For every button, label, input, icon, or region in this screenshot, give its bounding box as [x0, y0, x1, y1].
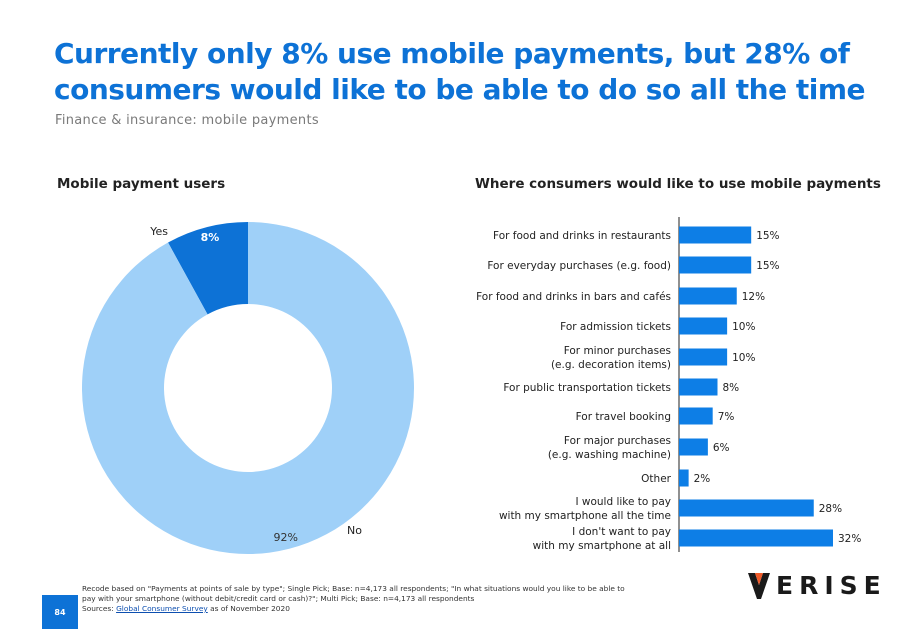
bar-category-label-3-0: For admission tickets	[560, 321, 671, 333]
bar-value-label-5: 8%	[723, 382, 740, 394]
everise-logo: ERISE	[748, 571, 887, 600]
donut-label-no: No	[347, 524, 362, 537]
bar-5	[679, 378, 718, 396]
bar-8	[679, 469, 689, 487]
bar-category-label-8-0: Other	[641, 473, 671, 485]
bar-category-label-4-0: For minor purchases	[564, 345, 671, 357]
page-subtitle: Finance & insurance: mobile payments	[55, 113, 319, 128]
page-number: 84	[42, 595, 78, 629]
bar-category-label-9-1: with my smartphone all the time	[499, 510, 671, 522]
bar-value-label-2: 12%	[742, 291, 765, 303]
donut-slice-yes	[168, 222, 248, 315]
bar-3	[679, 317, 728, 335]
bar-2	[679, 287, 737, 305]
logo-v-icon	[748, 572, 770, 599]
donut-slice-no	[82, 222, 414, 554]
donut-chart-title: Mobile payment users	[57, 176, 226, 192]
donut-value-yes: 8%	[201, 231, 220, 244]
bar-category-label-9-0: I would like to pay	[575, 496, 671, 508]
bar-value-label-4: 10%	[732, 352, 755, 364]
bar-category-label-4-1: (e.g. decoration items)	[551, 359, 671, 371]
bar-value-label-9: 28%	[819, 503, 842, 515]
bar-value-label-8: 2%	[694, 473, 711, 485]
bar-value-label-6: 7%	[718, 411, 735, 423]
donut-label-yes: Yes	[149, 225, 168, 238]
bar-value-label-1: 15%	[756, 260, 779, 272]
footnote-sources: Sources: Global Consumer Survey as of No…	[82, 604, 712, 614]
bar-category-label-10-0: I don't want to pay	[572, 526, 671, 538]
bar-category-label-2-0: For food and drinks in bars and cafés	[476, 291, 671, 303]
bar-value-label-0: 15%	[756, 230, 779, 242]
sources-suffix: as of November 2020	[207, 604, 290, 613]
bar-value-label-7: 6%	[713, 442, 730, 454]
bar-1	[679, 256, 752, 274]
bar-chart-title: Where consumers would like to use mobile…	[475, 176, 881, 192]
bar-category-label-1-0: For everyday purchases (e.g. food)	[487, 260, 671, 272]
bar-category-label-7-1: (e.g. washing machine)	[548, 449, 671, 461]
bar-category-label-5-0: For public transportation tickets	[503, 382, 671, 394]
bar-7	[679, 438, 708, 456]
sources-prefix: Sources:	[82, 604, 117, 613]
bar-category-label-6-0: For travel booking	[576, 411, 671, 423]
bar-category-label-0-0: For food and drinks in restaurants	[493, 230, 671, 242]
footnote-line-2: pay with your smartphone (without debit/…	[82, 594, 475, 603]
bar-value-label-3: 10%	[732, 321, 755, 333]
logo-text: ERISE	[776, 571, 887, 600]
page-title: Currently only 8% use mobile payments, b…	[54, 37, 866, 106]
bar-value-label-10: 32%	[838, 533, 861, 545]
bar-0	[679, 226, 752, 244]
bar-category-label-10-1: with my smartphone at all	[533, 540, 671, 552]
footnote: Recode based on "Payments at points of s…	[82, 584, 712, 614]
bar-category-label-7-0: For major purchases	[564, 435, 671, 447]
bar-10	[679, 529, 833, 547]
footnote-line-1: Recode based on "Payments at points of s…	[82, 584, 625, 593]
sources-link[interactable]: Global Consumer Survey	[116, 604, 208, 613]
donut-value-no: 92%	[274, 531, 298, 544]
bar-9	[679, 499, 814, 517]
bar-4	[679, 348, 728, 366]
bar-6	[679, 407, 713, 425]
